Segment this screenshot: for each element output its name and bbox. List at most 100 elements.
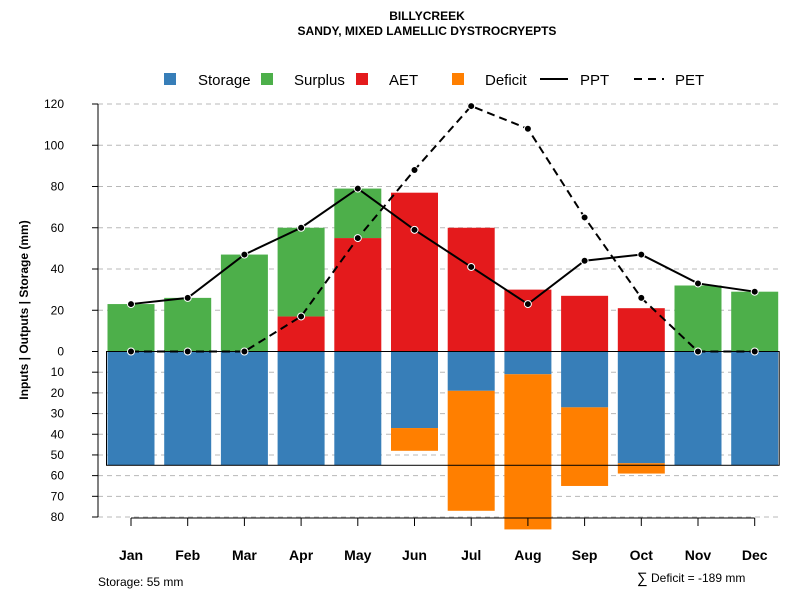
ppt-point	[410, 225, 419, 234]
ppt-point	[183, 293, 192, 302]
ppt-point	[750, 287, 759, 296]
x-tick-label: Feb	[175, 547, 200, 563]
x-tick-label: Jan	[119, 547, 143, 563]
x-tick-label: Sep	[572, 547, 598, 563]
x-tick-label: Nov	[685, 547, 712, 563]
x-tick-label: Dec	[742, 547, 768, 563]
deficit-bar	[617, 463, 665, 474]
pet-point	[183, 347, 192, 356]
pet-point	[523, 124, 532, 133]
storage-bar	[504, 351, 552, 375]
sum-symbol: ∑	[637, 570, 648, 587]
pet-point	[297, 312, 306, 321]
x-tick-label: Mar	[232, 547, 257, 563]
pet-point	[637, 293, 646, 302]
y-tick-label: 120	[44, 97, 64, 111]
storage-bar	[447, 351, 495, 391]
surplus-bar	[674, 285, 722, 352]
x-tick-label: Oct	[630, 547, 654, 563]
y-tick-label: 20	[51, 386, 65, 400]
deficit-footer: Deficit = -189 mm	[651, 571, 745, 585]
points	[127, 102, 759, 356]
bars	[106, 188, 780, 530]
pet-point	[467, 102, 476, 111]
y-tick-label: 70	[51, 489, 65, 503]
x-tick-label: Jul	[461, 547, 481, 563]
pet-line	[131, 104, 755, 353]
ppt-point	[637, 250, 646, 259]
surplus-bar	[277, 227, 325, 317]
legend-swatch-surplus	[261, 73, 273, 85]
surplus-bar	[220, 254, 268, 352]
legend-swatch-storage	[164, 73, 176, 85]
y-tick-label: 10	[51, 365, 65, 379]
ppt-point	[240, 250, 249, 259]
pet-point	[127, 347, 135, 356]
storage-bar	[674, 351, 722, 466]
pet-point	[240, 347, 249, 356]
storage-bar	[220, 351, 268, 466]
storage-bar	[164, 351, 212, 466]
y-axis: 0 20 40 60 80 100 120 10 20 30 40 50 60 70 80	[44, 97, 99, 524]
ppt-point	[580, 256, 589, 265]
ppt-point	[297, 223, 306, 232]
deficit-bar	[504, 374, 552, 530]
storage-bar	[277, 351, 325, 466]
legend-label-storage: Storage	[198, 72, 251, 89]
pet-point	[410, 166, 419, 174]
legend-swatch-aet	[356, 73, 368, 85]
aet-bar	[504, 289, 552, 352]
deficit-bar	[391, 428, 438, 451]
storage-bar	[107, 351, 155, 466]
pet-point	[694, 347, 702, 356]
surplus-bar	[164, 297, 212, 352]
y-tick-label: 80	[51, 180, 65, 194]
y-axis-title: Inputs | Outputs | Storage (mm)	[17, 220, 31, 399]
aet-bar	[617, 308, 665, 352]
ppt-point	[353, 184, 362, 193]
chart-subtitle: SANDY, MIXED LAMELLIC DYSTROCRYEPTS	[298, 24, 557, 38]
surplus-bar	[334, 188, 382, 239]
chart-title: BILLYCREEK	[389, 9, 465, 23]
surplus-bar	[731, 291, 779, 352]
surplus-bar	[107, 304, 155, 352]
deficit-bar	[447, 390, 495, 511]
y-tick-label: 30	[51, 407, 65, 421]
pet-point	[750, 347, 759, 356]
y-tick-label: 40	[51, 427, 65, 441]
legend-label-pet: PET	[675, 72, 704, 89]
aet-bar	[447, 227, 495, 352]
aet-bar	[277, 316, 325, 352]
pet-point	[353, 234, 362, 243]
legend-label-surplus: Surplus	[294, 72, 345, 89]
storage-bar	[334, 351, 382, 466]
aet-bar	[561, 295, 609, 352]
y-tick-label: 60	[51, 221, 65, 235]
ppt-point	[694, 279, 702, 288]
aet-bar	[334, 238, 382, 352]
y-tick-label: 50	[51, 448, 65, 462]
lines	[130, 104, 755, 353]
legend-label-aet: AET	[389, 72, 418, 89]
y-tick-label: 100	[44, 138, 64, 152]
ppt-line	[130, 187, 755, 306]
x-tick-label: Aug	[514, 547, 541, 563]
legend: Storage Surplus AET Deficit PPT PET	[164, 72, 704, 89]
x-tick-label: May	[344, 547, 371, 563]
pet-point	[580, 213, 589, 222]
ppt-point	[523, 300, 532, 309]
storage-footer: Storage: 55 mm	[98, 575, 183, 589]
y-tick-label: 40	[51, 262, 65, 276]
y-tick-label: 60	[51, 469, 65, 483]
y-tick-label: 0	[57, 345, 64, 359]
aet-bar	[391, 192, 438, 352]
storage-bar	[617, 351, 665, 464]
storage-bar	[731, 351, 779, 466]
x-axis: Jan Feb Mar Apr May Jun Jul Aug Sep Oct Nov Dec	[119, 517, 768, 563]
storage-bar	[391, 351, 438, 429]
x-tick-label: Jun	[402, 547, 427, 563]
legend-label-ppt: PPT	[580, 72, 609, 89]
x-tick-label: Apr	[289, 547, 314, 563]
y-tick-label: 80	[51, 510, 65, 524]
